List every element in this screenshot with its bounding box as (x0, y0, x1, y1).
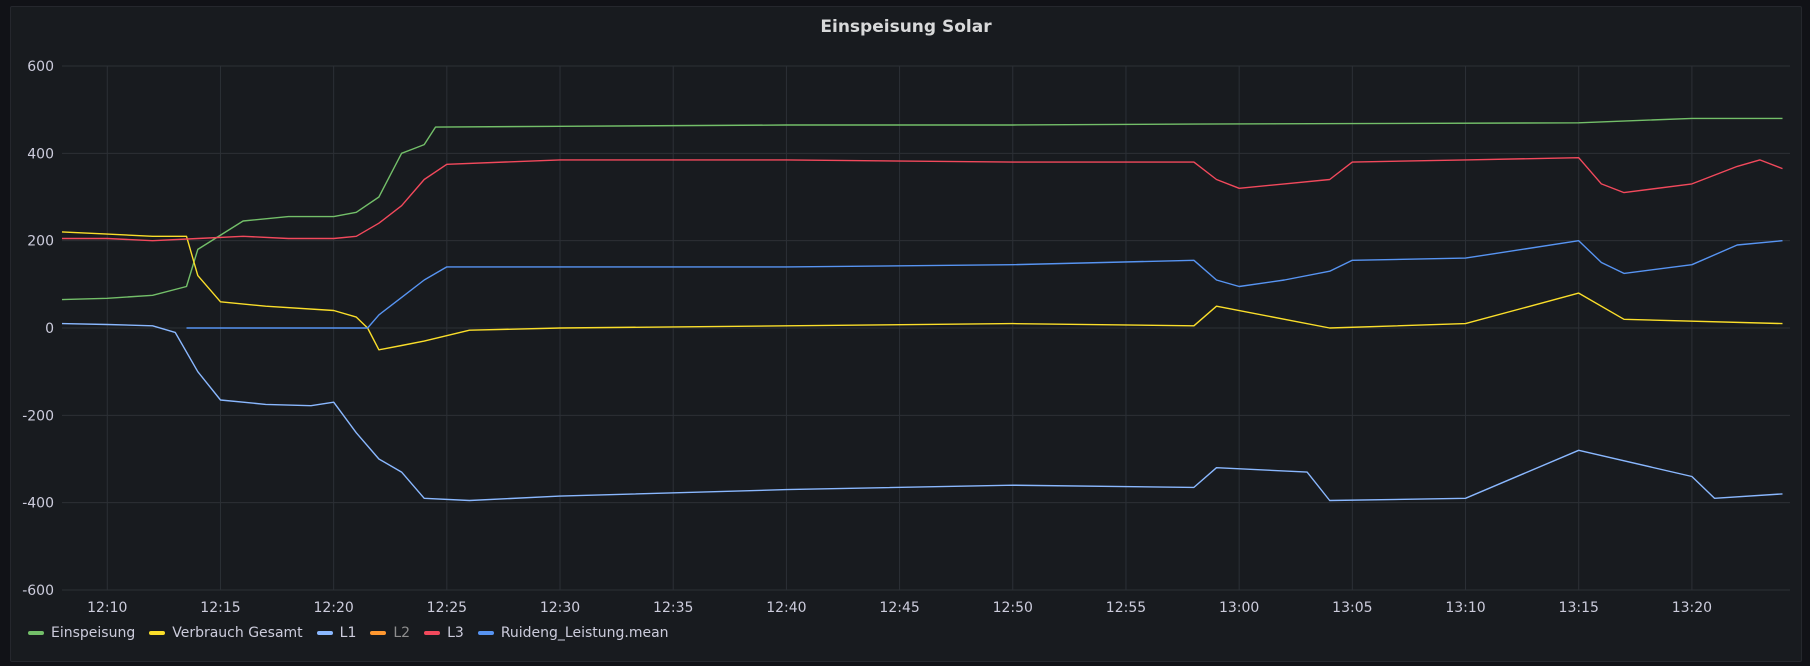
series-line-verbrauch-gesamt (61, 231, 1783, 351)
legend-item-l2[interactable]: L2 (370, 625, 410, 641)
panel-title[interactable]: Einspeisung Solar (820, 17, 992, 37)
legend-label: Verbrauch Gesamt (172, 625, 303, 641)
legend-label: Einspeisung (51, 625, 136, 641)
x-tick-label: 12:25 (427, 600, 467, 616)
x-tick-label: 13:05 (1332, 600, 1372, 616)
y-tick-label: 600 (27, 59, 54, 75)
x-tick-label: 12:40 (766, 600, 806, 616)
legend-swatch (316, 631, 333, 635)
series-line-l3 (62, 156, 1783, 242)
x-tick-label: 13:10 (1445, 600, 1485, 616)
graph-panel: Einspeisung Solar (10, 6, 1802, 662)
legend-item-l3[interactable]: L3 (424, 625, 464, 641)
legend-item-ruideng-leistung-mean[interactable]: Ruideng_Leistung.mean (477, 625, 669, 641)
legend-item-einspeisung[interactable]: Einspeisung (28, 625, 135, 641)
x-tick-label: 13:20 (1672, 600, 1712, 616)
x-tick-label: 12:10 (87, 600, 127, 616)
legend-swatch (149, 631, 166, 635)
series-line-einspeisung (61, 117, 1783, 301)
legend-label: L3 (447, 625, 464, 641)
x-tick-label: 12:55 (1106, 600, 1146, 616)
legend-item-l1[interactable]: L1 (316, 625, 357, 641)
x-tick-label: 12:45 (879, 600, 919, 616)
legend-label: Ruideng_Leistung.mean (500, 625, 669, 641)
y-tick-label: 0 (45, 321, 54, 337)
legend-swatch (424, 631, 441, 635)
x-tick-label: 12:35 (653, 600, 693, 616)
legend-label: L2 (393, 625, 411, 641)
y-tick-label: 200 (27, 234, 54, 250)
series-line-ruideng-leistung-mean (186, 239, 1783, 329)
x-tick-label: 12:30 (540, 600, 580, 616)
legend-swatch (477, 631, 494, 635)
series-line-l1 (61, 322, 1783, 502)
y-tick-label: -200 (22, 408, 54, 424)
x-tick-label: 12:50 (993, 600, 1033, 616)
legend: Einspeisung Verbrauch Gesamt L1 L2 L3 Ru… (28, 625, 669, 641)
x-tick-label: 13:00 (1219, 600, 1259, 616)
y-tick-label: -400 (22, 496, 54, 512)
legend-label: L1 (339, 625, 357, 641)
legend-item-verbrauch-gesamt[interactable]: Verbrauch Gesamt (149, 625, 303, 641)
x-tick-label: 12:15 (200, 600, 240, 616)
legend-swatch (370, 631, 387, 635)
x-tick-label: 13:15 (1559, 600, 1599, 616)
legend-swatch (28, 631, 44, 635)
y-tick-label: 400 (27, 146, 54, 162)
y-tick-label: -600 (22, 583, 54, 599)
x-tick-label: 12:20 (313, 600, 353, 616)
